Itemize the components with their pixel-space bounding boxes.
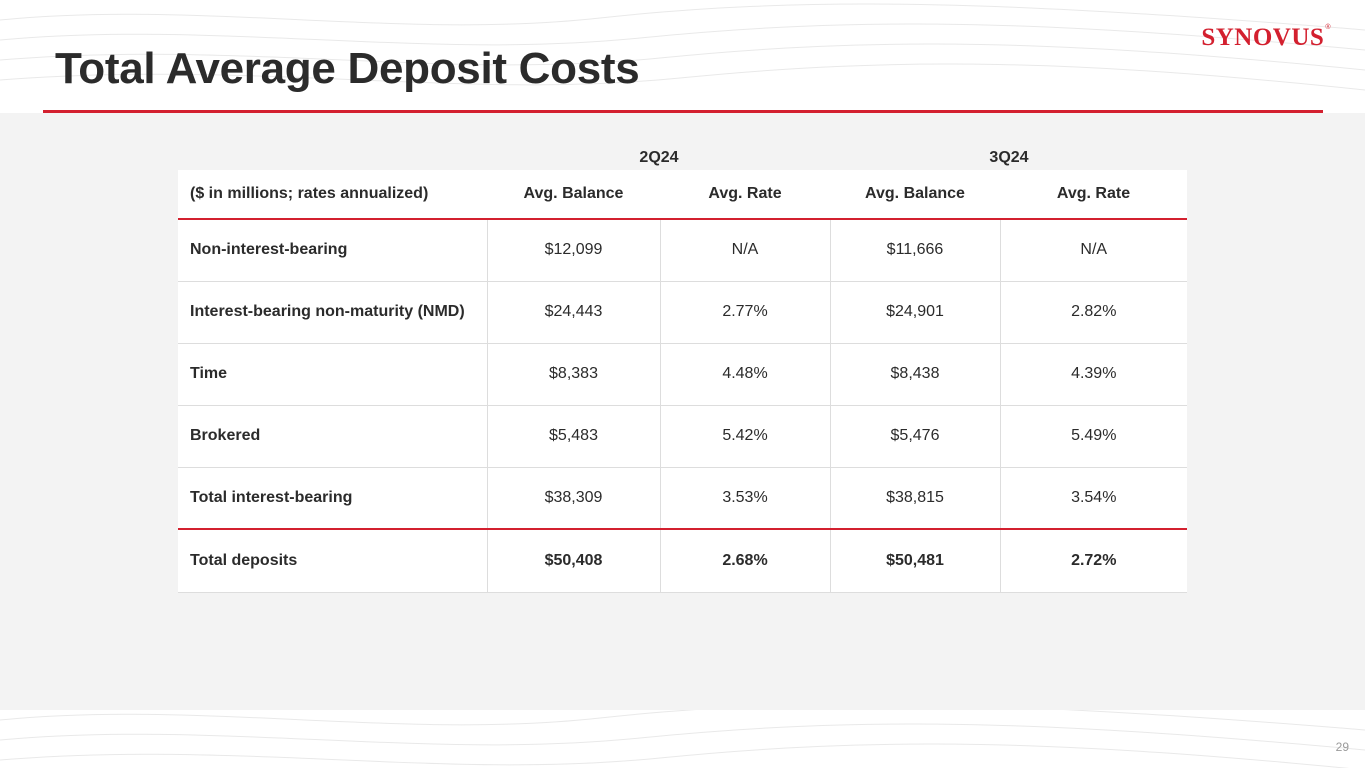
cell-rate-2q: 4.48% bbox=[659, 343, 830, 406]
table-row: Interest-bearing non-maturity (NMD) $24,… bbox=[178, 281, 1187, 344]
table-row: Non-interest-bearing $12,099 N/A $11,666… bbox=[178, 219, 1187, 282]
period-label-3q24: 3Q24 bbox=[989, 149, 1029, 166]
header-avg-rate-3q: Avg. Rate bbox=[1000, 170, 1187, 220]
table-total-row: Total deposits $50,408 2.68% $50,481 2.7… bbox=[178, 529, 1187, 593]
deposit-costs-table: ($ in millions; rates annualized) Avg. B… bbox=[178, 170, 1187, 593]
cell-rate-3q: 2.72% bbox=[999, 529, 1187, 593]
cell-balance-2q: $5,483 bbox=[486, 405, 660, 468]
row-label: Time bbox=[178, 343, 487, 406]
header-units: ($ in millions; rates annualized) bbox=[178, 170, 487, 220]
table-row: Total interest-bearing $38,309 3.53% $38… bbox=[178, 467, 1187, 530]
cell-balance-3q: $8,438 bbox=[829, 343, 1000, 406]
cell-balance-3q: $24,901 bbox=[829, 281, 1000, 344]
row-label: Total interest-bearing bbox=[178, 467, 487, 530]
page-number: 29 bbox=[1335, 740, 1349, 754]
cell-balance-3q: $50,481 bbox=[829, 529, 1000, 593]
page-title: Total Average Deposit Costs bbox=[55, 44, 640, 93]
row-label: Interest-bearing non-maturity (NMD) bbox=[178, 281, 487, 344]
cell-rate-3q: N/A bbox=[999, 219, 1187, 282]
cell-rate-3q: 5.49% bbox=[999, 405, 1187, 468]
cell-rate-2q: N/A bbox=[659, 219, 830, 282]
cell-rate-3q: 3.54% bbox=[999, 467, 1187, 530]
header-avg-rate-2q: Avg. Rate bbox=[660, 170, 830, 220]
row-label: Total deposits bbox=[178, 529, 487, 593]
cell-rate-2q: 2.77% bbox=[659, 281, 830, 344]
cell-balance-3q: $11,666 bbox=[829, 219, 1000, 282]
title-underline bbox=[43, 110, 1323, 113]
cell-rate-2q: 3.53% bbox=[659, 467, 830, 530]
cell-balance-3q: $38,815 bbox=[829, 467, 1000, 530]
cell-rate-2q: 5.42% bbox=[659, 405, 830, 468]
cell-balance-3q: $5,476 bbox=[829, 405, 1000, 468]
header-avg-balance-3q: Avg. Balance bbox=[830, 170, 1000, 220]
cell-balance-2q: $38,309 bbox=[486, 467, 660, 530]
cell-balance-2q: $24,443 bbox=[486, 281, 660, 344]
row-label: Brokered bbox=[178, 405, 487, 468]
cell-rate-3q: 2.82% bbox=[999, 281, 1187, 344]
table-row: Brokered $5,483 5.42% $5,476 5.49% bbox=[178, 405, 1187, 468]
cell-balance-2q: $50,408 bbox=[486, 529, 660, 593]
synovus-logo: SYNOVUS® bbox=[1201, 24, 1331, 51]
cell-balance-2q: $12,099 bbox=[486, 219, 660, 282]
row-label: Non-interest-bearing bbox=[178, 219, 487, 282]
table-row: Time $8,383 4.48% $8,438 4.39% bbox=[178, 343, 1187, 406]
cell-rate-2q: 2.68% bbox=[659, 529, 830, 593]
cell-balance-2q: $8,383 bbox=[486, 343, 660, 406]
cell-rate-3q: 4.39% bbox=[999, 343, 1187, 406]
header-avg-balance-2q: Avg. Balance bbox=[487, 170, 660, 220]
period-label-2q24: 2Q24 bbox=[639, 149, 679, 166]
table-header-row: ($ in millions; rates annualized) Avg. B… bbox=[178, 170, 1187, 220]
